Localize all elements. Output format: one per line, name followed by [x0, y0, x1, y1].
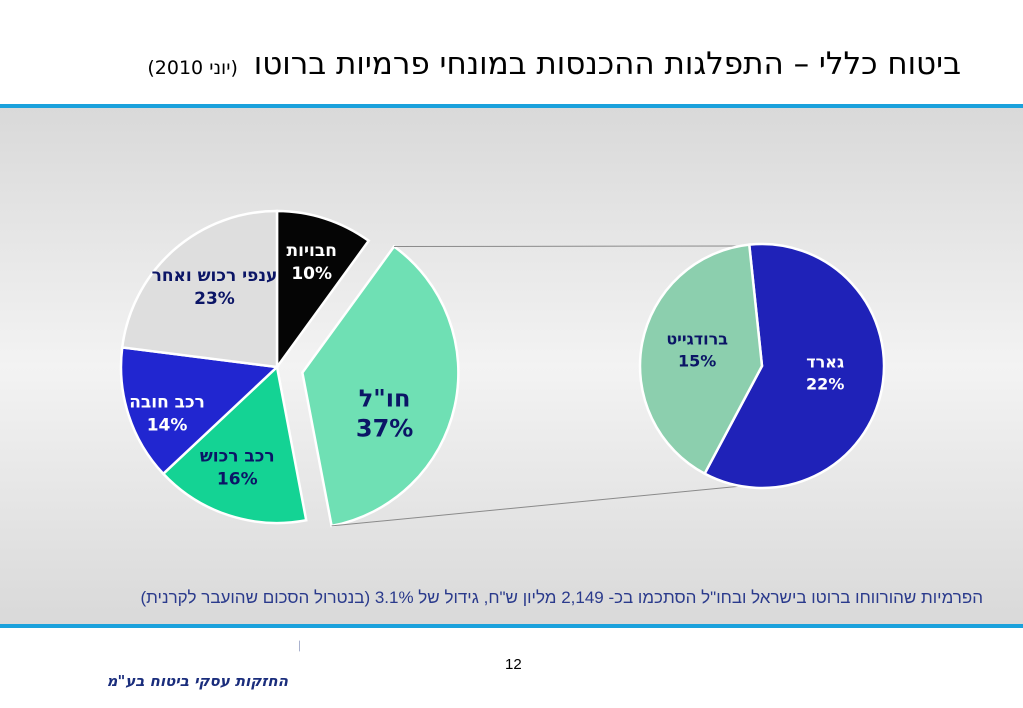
connector-line-bottom: [331, 485, 743, 527]
page-title: ביטוח כללי – התפלגות ההכנסות במונחי פרמי…: [147, 46, 961, 82]
title-period: (יוני 2010): [147, 57, 238, 79]
main-pie-label-1: חבויות: [287, 241, 337, 261]
logo-caption: החזקות עסקי ביטוח בע"מ: [106, 672, 288, 690]
main-pie-value-2: 37%: [356, 414, 413, 442]
main-pie-label-3: רכב רכוש: [200, 446, 275, 466]
top-divider: [0, 104, 1023, 108]
main-pie-value-1: 10%: [291, 264, 332, 284]
breakdown-pie-slice-1: [702, 242, 886, 490]
breakdown-pie-value-2: 15%: [678, 352, 716, 371]
breakdown-pie-label-2: ברודגייט: [666, 330, 728, 349]
main-pie-slice-4: [119, 346, 280, 476]
title-main: ביטוח כללי – התפלגות ההכנסות במונחי פרמי…: [253, 46, 961, 82]
main-pie-slice-3: [161, 364, 308, 525]
pie-connectors: [331, 245, 753, 527]
main-pie-slice-5: [120, 209, 279, 369]
breakdown-pie: גארד 22% ברודגייט 15%: [638, 242, 886, 490]
main-pie-value-5: 23%: [194, 289, 235, 309]
main-pie-label-5: ענפי רכוש ואחר: [152, 266, 278, 286]
main-pie-label-4: רכב חובה: [129, 392, 205, 412]
main-pie-label-2: חו"ל: [359, 384, 411, 412]
breakdown-pie-value-1: 22%: [806, 375, 844, 394]
logo-mark-text: כלל: [298, 636, 300, 672]
footnote: הפרמיות שהורווחו ברוטו בישראל ובחו"ל הסת…: [140, 588, 983, 607]
main-pie-value-3: 16%: [217, 469, 258, 489]
main-pie-slice-2: [301, 244, 460, 528]
page-number: 12: [505, 656, 522, 673]
main-pie-value-4: 14%: [147, 415, 188, 435]
company-logo: כלל החזקות עסקי ביטוח בע"מ: [30, 636, 300, 696]
main-pie-slice-1: [275, 209, 371, 371]
breakdown-pie-slice-2: [638, 243, 764, 476]
main-pie: חבויות 10% חו"ל37% רכב רכוש 16% רכב חובה 14% ענ…: [119, 209, 460, 528]
bottom-divider: [0, 624, 1023, 628]
breakdown-pie-label-1: גארד: [806, 353, 844, 372]
logo-mark-icon: כלל: [298, 636, 300, 672]
